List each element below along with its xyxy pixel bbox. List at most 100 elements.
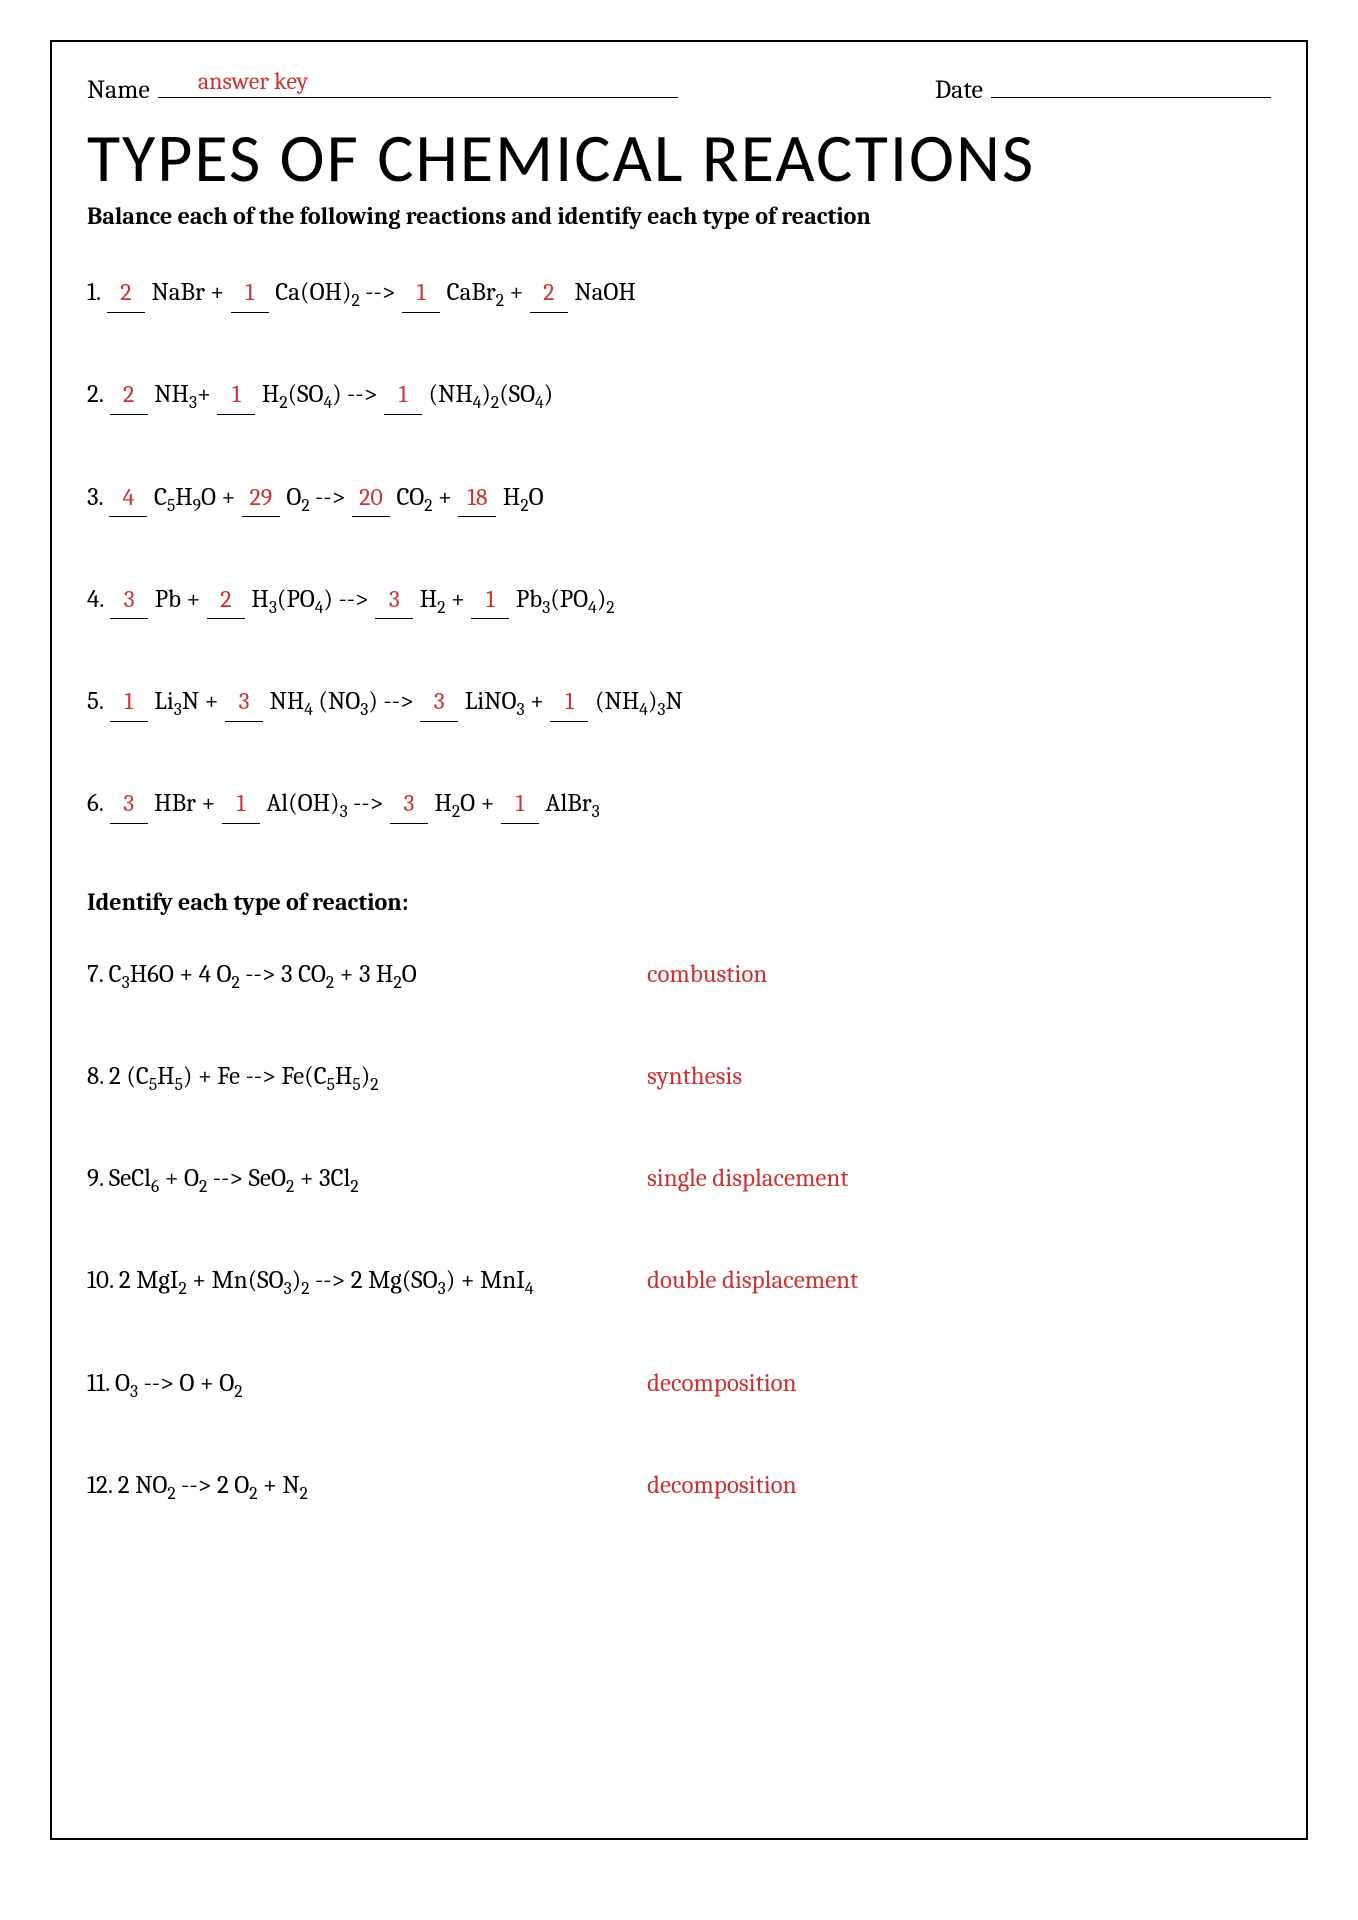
identify-answer: single displacement (647, 1160, 849, 1200)
coefficient-blank: 1 (471, 581, 509, 620)
problem-number: 8. (87, 1062, 109, 1091)
operator: --> (378, 687, 419, 716)
name-line: answer key (158, 67, 678, 98)
coefficient-blank: 1 (384, 376, 422, 415)
coefficient-blank: 1 (501, 785, 539, 824)
coefficient-blank: 1 (231, 274, 269, 313)
worksheet-page: Name answer key Date TYPES OF CHEMICAL R… (0, 0, 1358, 1920)
operator: + (216, 483, 241, 512)
date-label: Date (935, 75, 983, 105)
coefficient-answer: 1 (565, 687, 574, 715)
problem-number: 5. (87, 687, 109, 716)
operator: + (199, 687, 224, 716)
coefficient-blank: 1 (222, 785, 260, 824)
coefficient-blank: 3 (375, 581, 413, 620)
chemical-formula: H2O (503, 483, 544, 512)
chemical-formula: NaBr (151, 278, 204, 307)
coefficient-blank: 3 (110, 785, 148, 824)
identify-problem-row: 8. 2 (C5H5) + Fe --> Fe(C5H5)2synthesis (87, 1058, 1271, 1098)
chemical-formula: O2 (286, 483, 309, 512)
worksheet-border: Name answer key Date TYPES OF CHEMICAL R… (50, 40, 1308, 1840)
identify-answer: decomposition (647, 1365, 797, 1405)
identify-problem-row: 9. SeCl6 + O2 --> SeO2 + 3Cl2single disp… (87, 1160, 1271, 1200)
balance-problem-row: 1. 2 NaBr + 1 Ca(OH)2 --> 1 CaBr2 + 2 Na… (87, 274, 1271, 314)
date-line (991, 67, 1271, 98)
chemical-formula: HBr (154, 789, 196, 818)
identify-problems: 7. C3H6O + 4 O2 --> 3 CO2 + 3 H2Ocombust… (87, 956, 1271, 1508)
coefficient-blank: 3 (420, 683, 458, 722)
coefficient-answer: 29 (249, 483, 272, 511)
chemical-formula: H3(PO4) (251, 585, 333, 614)
problem-number: 6. (87, 789, 109, 818)
chemical-formula: LiNO3 (465, 687, 525, 716)
chemical-formula: NH3 (154, 380, 197, 409)
operator: --> (342, 380, 383, 409)
operator: + (433, 483, 458, 512)
problem-number: 1. (87, 278, 106, 307)
coefficient-answer: 4 (123, 483, 135, 511)
coefficient-answer: 3 (389, 585, 400, 613)
identify-equation: 9. SeCl6 + O2 --> SeO2 + 3Cl2 (87, 1160, 647, 1200)
operator: + (475, 789, 500, 818)
chemical-formula: C5H9O (154, 483, 216, 512)
chemical-formula: Ca(OH)2 (275, 278, 359, 307)
problem-number: 7. (87, 960, 109, 989)
coefficient-answer: 3 (124, 585, 135, 613)
problem-number: 10. (87, 1266, 119, 1295)
chemical-formula: AlBr3 (546, 789, 600, 818)
coefficient-answer: 1 (399, 380, 408, 408)
chemical-formula: CO2 (396, 483, 432, 512)
coefficient-blank: 3 (390, 785, 428, 824)
identify-problem-row: 11. O3 --> O + O2decomposition (87, 1365, 1271, 1405)
coefficient-answer: 3 (238, 687, 249, 715)
coefficient-blank: 18 (458, 479, 496, 518)
chemical-formula: NH4 (NO3) (270, 687, 378, 716)
name-label: Name (87, 75, 150, 105)
coefficient-blank: 4 (109, 479, 147, 518)
identify-answer: synthesis (647, 1058, 742, 1098)
date-field: Date (935, 67, 1271, 105)
balance-problem-row: 4. 3 Pb + 2 H3(PO4) --> 3 H2 + 1 Pb3(PO4… (87, 581, 1271, 621)
coefficient-answer: 1 (232, 380, 241, 408)
coefficient-answer: 1 (245, 278, 254, 306)
problem-number: 9. (87, 1164, 109, 1193)
balance-problem-row: 3. 4 C5H9O + 29 O2 --> 20 CO2 + 18 H2O (87, 479, 1271, 519)
operator: --> (348, 789, 389, 818)
coefficient-blank: 2 (107, 274, 145, 313)
chemical-formula: H2O (434, 789, 475, 818)
identify-equation: 7. C3H6O + 4 O2 --> 3 CO2 + 3 H2O (87, 956, 647, 996)
coefficient-answer: 1 (417, 278, 426, 306)
coefficient-answer: 2 (123, 380, 134, 408)
coefficient-blank: 3 (110, 581, 148, 620)
chemical-formula: H2 (420, 585, 446, 614)
balance-problem-row: 2. 2 NH3+ 1 H2(SO4) --> 1 (NH4)2(SO4) (87, 376, 1271, 416)
identify-section-label: Identify each type of reaction: (87, 888, 1271, 916)
identify-problem-row: 12. 2 NO2 --> 2 O2 + N2decomposition (87, 1467, 1271, 1507)
operator: + (197, 380, 216, 409)
worksheet-subtitle: Balance each of the following reactions … (87, 202, 1271, 230)
coefficient-blank: 1 (402, 274, 440, 313)
coefficient-blank: 2 (207, 581, 245, 620)
coefficient-answer: 20 (359, 483, 383, 511)
chemical-formula: (NH4)2(SO4) (428, 380, 553, 409)
coefficient-blank: 1 (110, 683, 148, 722)
chemical-formula: CaBr2 (447, 278, 504, 307)
coefficient-answer: 2 (220, 585, 231, 613)
problem-number: 2. (87, 380, 109, 409)
balance-problem-row: 6. 3 HBr + 1 Al(OH)3 --> 3 H2O + 1 AlBr3 (87, 785, 1271, 825)
operator: + (445, 585, 470, 614)
identify-answer: combustion (647, 956, 767, 996)
chemical-formula: H2(SO4) (262, 380, 342, 409)
name-field: Name answer key (87, 67, 678, 105)
problem-number: 4. (87, 585, 109, 614)
identify-equation: 12. 2 NO2 --> 2 O2 + N2 (87, 1467, 647, 1507)
coefficient-answer: 1 (516, 789, 525, 817)
chemical-formula: Pb3(PO4)2 (516, 585, 615, 614)
name-answer: answer key (198, 67, 308, 95)
coefficient-answer: 3 (434, 687, 445, 715)
identify-equation: 8. 2 (C5H5) + Fe --> Fe(C5H5)2 (87, 1058, 647, 1098)
operator: + (525, 687, 550, 716)
coefficient-blank: 20 (352, 479, 390, 518)
coefficient-blank: 29 (242, 479, 280, 518)
chemical-formula: Li3N (154, 687, 199, 716)
